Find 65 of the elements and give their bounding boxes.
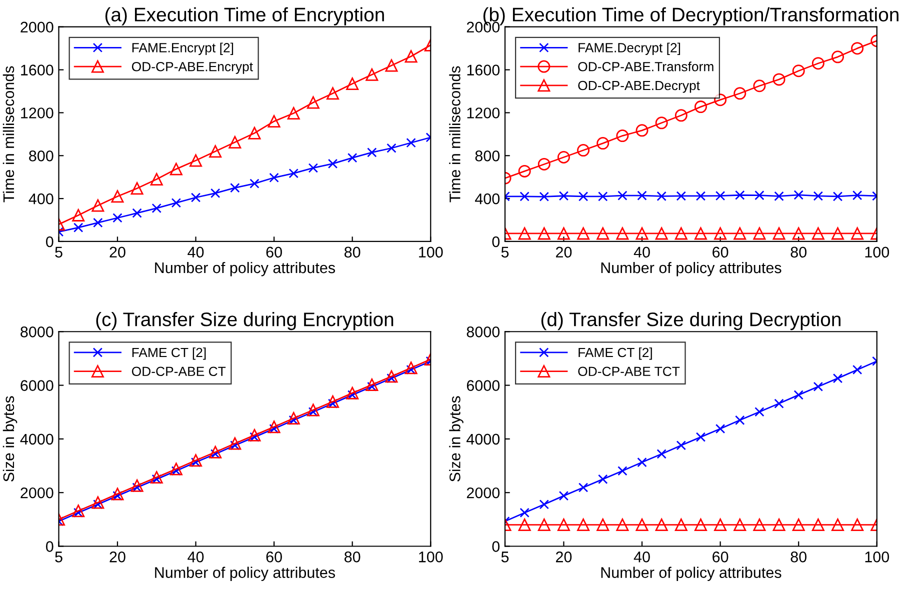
y-tick-label: 8000 bbox=[466, 326, 500, 338]
legend-label: OD-CP-ABE.Decrypt bbox=[578, 80, 700, 93]
legend-label: OD-CP-ABE.Transform bbox=[578, 62, 714, 72]
x-tick-label: 80 bbox=[790, 552, 806, 562]
y-tick-label: 6000 bbox=[20, 380, 54, 391]
y-axis-title: Size in bytes bbox=[2, 396, 18, 482]
legend-label: FAME.Encrypt [2] bbox=[132, 42, 234, 55]
y-tick-label: 0 bbox=[492, 541, 500, 552]
x-tick-label: 40 bbox=[188, 246, 204, 258]
x-tick-label: 100 bbox=[865, 246, 890, 258]
x-tick-label: 5 bbox=[501, 246, 509, 258]
x-tick-label: 80 bbox=[344, 552, 360, 562]
x-tick-label: 60 bbox=[712, 552, 728, 562]
x-tick-label: 20 bbox=[110, 552, 126, 562]
x-tick-label: 60 bbox=[266, 552, 282, 562]
x-tick-label: 40 bbox=[634, 246, 650, 258]
legend-label: FAME CT [2] bbox=[578, 347, 652, 360]
x-axis-title: Number of policy attributes bbox=[601, 566, 782, 581]
y-tick-label: 4000 bbox=[466, 434, 500, 445]
y-tick-label: 800 bbox=[29, 150, 54, 162]
legend-label: FAME.Decrypt [2] bbox=[578, 42, 680, 55]
y-tick-label: 0 bbox=[492, 236, 500, 248]
legend-label: OD-CP-ABE TCT bbox=[578, 366, 680, 376]
y-axis-title: Time in milliseconds bbox=[449, 66, 460, 202]
x-axis-title: Number of policy attributes bbox=[155, 566, 336, 581]
y-tick-label: 4000 bbox=[20, 434, 54, 445]
y-tick-label: 1600 bbox=[467, 64, 500, 76]
y-axis-title: Time in milliseconds bbox=[2, 66, 14, 202]
x-tick-label: 60 bbox=[266, 246, 282, 258]
x-tick-label: 80 bbox=[790, 246, 806, 258]
y-tick-label: 0 bbox=[46, 541, 54, 552]
y-tick-label: 2000 bbox=[20, 22, 54, 33]
y-tick-label: 1200 bbox=[467, 108, 500, 118]
x-tick-label: 40 bbox=[634, 552, 650, 562]
y-tick-label: 8000 bbox=[20, 326, 54, 338]
x-tick-label: 100 bbox=[865, 552, 890, 562]
x-axis-title: Number of policy attributes bbox=[155, 262, 336, 276]
x-tick-label: 60 bbox=[712, 246, 728, 258]
y-tick-label: 2000 bbox=[466, 487, 500, 498]
y-axis-title: Size in bytes bbox=[449, 396, 464, 482]
x-tick-label: 80 bbox=[344, 246, 360, 258]
x-tick-label: 5 bbox=[501, 552, 509, 562]
y-tick-label: 2000 bbox=[20, 487, 54, 498]
legend-label: OD-CP-ABE.Encrypt bbox=[132, 62, 253, 74]
x-tick-label: 20 bbox=[110, 246, 126, 258]
x-tick-label: 5 bbox=[55, 552, 62, 562]
y-tick-label: 0 bbox=[46, 236, 54, 248]
x-tick-label: 100 bbox=[419, 246, 443, 258]
x-tick-label: 5 bbox=[55, 246, 62, 258]
x-tick-label: 40 bbox=[188, 552, 204, 562]
chart-title: (d) Transfer Size during Decryption bbox=[541, 312, 840, 330]
y-tick-label: 800 bbox=[475, 150, 500, 162]
legend-label: FAME CT [2] bbox=[132, 347, 206, 360]
y-tick-label: 1200 bbox=[21, 108, 54, 118]
y-tick-label: 400 bbox=[475, 193, 500, 204]
y-tick-label: 400 bbox=[28, 193, 54, 204]
x-tick-label: 20 bbox=[556, 246, 572, 258]
x-axis-title: Number of policy attributes bbox=[601, 262, 782, 276]
chart-title: (a) Execution Time of Encryption bbox=[105, 7, 384, 26]
x-tick-label: 100 bbox=[419, 552, 443, 562]
x-tick-label: 20 bbox=[556, 552, 572, 562]
chart-title: (c) Transfer Size during Encryption bbox=[96, 312, 394, 330]
y-tick-label: 1600 bbox=[21, 64, 54, 76]
y-tick-label: 6000 bbox=[466, 380, 500, 391]
legend-label: OD-CP-ABE CT bbox=[132, 366, 226, 376]
